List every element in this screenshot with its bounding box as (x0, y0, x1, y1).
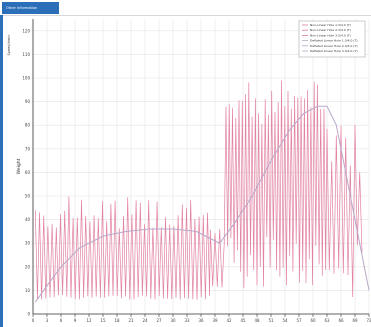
series-smooth-line (34, 105, 370, 303)
x-tick-label: 69 (352, 318, 358, 323)
y-tick-label: 100 (22, 76, 30, 81)
y-tick-label: 20 (25, 264, 31, 269)
x-tick-label: 33 (184, 318, 190, 323)
legend-box (298, 20, 366, 58)
x-tick-label: 30 (170, 318, 176, 323)
x-tick-label: 66 (338, 318, 344, 323)
x-tick-label: 45 (240, 318, 246, 323)
tab-bar: Other information (0, 0, 371, 16)
y-tick-label: 110 (22, 52, 30, 57)
x-tick-label: 21 (128, 318, 134, 323)
legend-entry-label: Deflated Linear Hole 2-3/4.0 (T) (310, 44, 358, 48)
x-tick-label: 54 (282, 318, 288, 323)
x-tick-label: 57 (296, 318, 302, 323)
x-tick-label: 15 (100, 318, 106, 323)
legend-entry-label: Non-Linear Hole 2-3/4.0 (T) (310, 28, 351, 32)
x-tick-label: 51 (268, 318, 274, 323)
series-raw-line (34, 80, 363, 300)
x-tick-label: 6 (60, 318, 63, 323)
x-tick-label: 24 (142, 318, 148, 323)
x-tick-label: 72 (366, 318, 371, 323)
y-tick-label: 40 (25, 217, 31, 222)
y-tick-label: 120 (22, 28, 30, 33)
x-tick-label: 42 (226, 318, 232, 323)
legend-entry-label: Deflated Linear Hole 3-3/4.0 (T) (310, 49, 358, 53)
x-tick-label: 27 (156, 318, 162, 323)
tab-other-information[interactable]: Other information (2, 2, 59, 14)
x-tick-label: 60 (310, 318, 316, 323)
y-tick-label: 10 (25, 288, 31, 293)
x-tick-label: 36 (198, 318, 204, 323)
legend-entry-label: Non-Linear Hole 1-3/4.0 (T) (310, 23, 351, 27)
x-tick-label: 0 (32, 318, 35, 323)
y-tick-label: 30 (25, 241, 31, 246)
side-strip (0, 15, 3, 327)
y-axis-label: Weight (16, 158, 22, 174)
y-tick-label: 70 (25, 146, 31, 151)
y-tick-label: 0 (27, 312, 30, 317)
chart-area: 0 10 20 30 40 50 60 70 80 90 100 110 120 0 3 6 9 12 15 18 21… (3, 15, 371, 327)
y-tick-label: 50 (25, 194, 31, 199)
legend-entry-label: Deflated Linear Hole 1-3/4.0 (T) (310, 39, 358, 43)
y-secondary-axis-label: Speed/dmin (7, 35, 11, 56)
legend-entry-label: Non-Linear Hole 3-3/4.0 (T) (310, 33, 351, 37)
x-tick-label: 39 (212, 318, 218, 323)
x-tick-label: 18 (114, 318, 120, 323)
y-tick-label: 90 (25, 99, 31, 104)
x-tick-label: 9 (74, 318, 77, 323)
x-tick-label: 48 (254, 318, 260, 323)
y-tick-label: 60 (25, 170, 31, 175)
y-tick-label: 80 (25, 123, 31, 128)
x-tick-label: 3 (46, 318, 49, 323)
x-tick-label: 63 (324, 318, 330, 323)
x-tick-label: 12 (86, 318, 92, 323)
